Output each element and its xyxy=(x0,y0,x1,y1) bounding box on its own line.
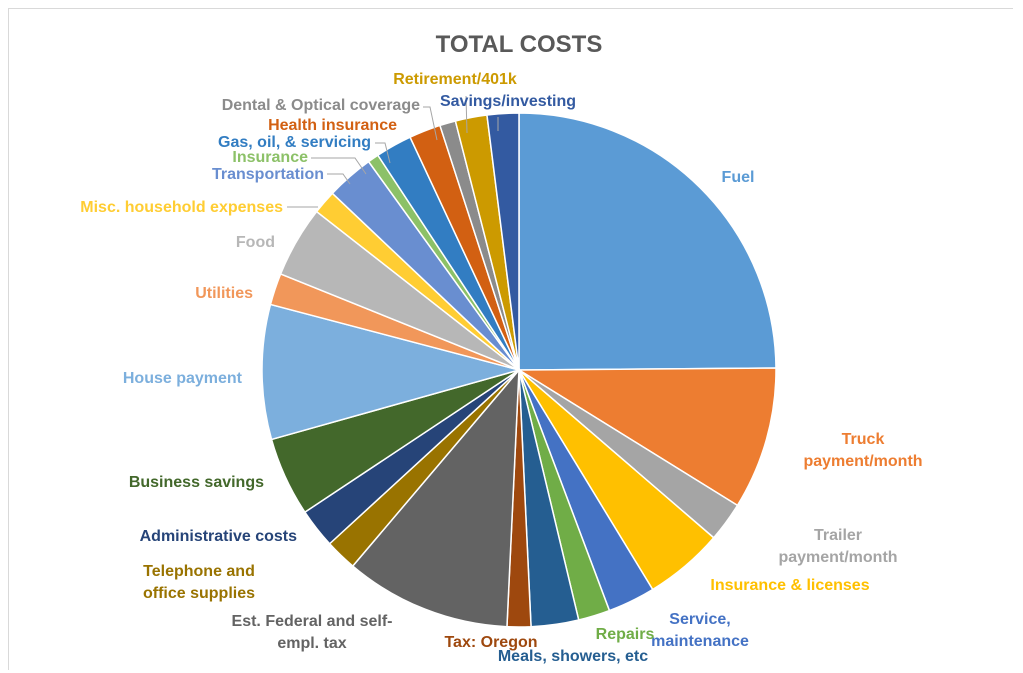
slice-label-meals-showers-etc: Meals, showers, etc xyxy=(498,648,648,665)
pie-slice-savings-investing xyxy=(486,112,520,371)
pie-slice-fuel xyxy=(518,112,777,371)
slice-label-telephone-and-office-supplies: Telephone and office supplies xyxy=(143,563,255,602)
slice-label-est-federal-and-self-empl-tax: Est. Federal and self-empl. tax xyxy=(232,613,393,652)
slice-label-retirement-401k: Retirement/401k xyxy=(393,71,517,88)
pie-slice-house-payment xyxy=(261,303,522,441)
slice-label-dental-optical-coverage: Dental & Optical coverage xyxy=(222,97,420,114)
chart-title: TOTAL COSTS xyxy=(436,31,603,58)
slice-label-transportation: Transportation xyxy=(212,166,324,183)
slice-label-tax-oregon: Tax: Oregon xyxy=(444,634,537,651)
slice-label-trailer-payment-month: Trailer payment/month xyxy=(778,527,897,566)
slice-label-fuel: Fuel xyxy=(722,169,755,186)
slice-label-food: Food xyxy=(236,234,275,251)
slice-label-insurance-licenses: Insurance & licenses xyxy=(710,577,869,594)
slice-label-utilities: Utilities xyxy=(195,285,253,302)
slice-label-savings-investing: Savings/investing xyxy=(440,93,576,110)
slice-label-misc-household-expenses: Misc. household expenses xyxy=(80,199,283,216)
slice-label-business-savings: Business savings xyxy=(129,474,264,491)
chart-frame xyxy=(8,8,1013,670)
slice-label-repairs: Repairs xyxy=(596,626,655,643)
slice-label-health-insurance: Health insurance xyxy=(268,117,397,134)
slice-label-insurance: Insurance xyxy=(232,149,308,166)
leader-line xyxy=(465,95,468,134)
pie-slice-truck-payment-month xyxy=(516,367,777,507)
slice-label-truck-payment-month: Truck payment/month xyxy=(803,431,922,470)
leader-line xyxy=(327,173,351,185)
leader-line xyxy=(423,106,438,141)
leader-line xyxy=(311,157,367,175)
slice-label-administrative-costs: Administrative costs xyxy=(140,528,297,545)
pie-slice-est-federal-and-self-empl-tax xyxy=(351,367,520,628)
leader-line xyxy=(375,142,391,164)
slice-label-service-maintenance: Service, maintenance xyxy=(651,611,749,650)
slice-label-house-payment: House payment xyxy=(123,370,243,387)
slice-label-gas-oil-servicing: Gas, oil, & servicing xyxy=(218,134,371,151)
